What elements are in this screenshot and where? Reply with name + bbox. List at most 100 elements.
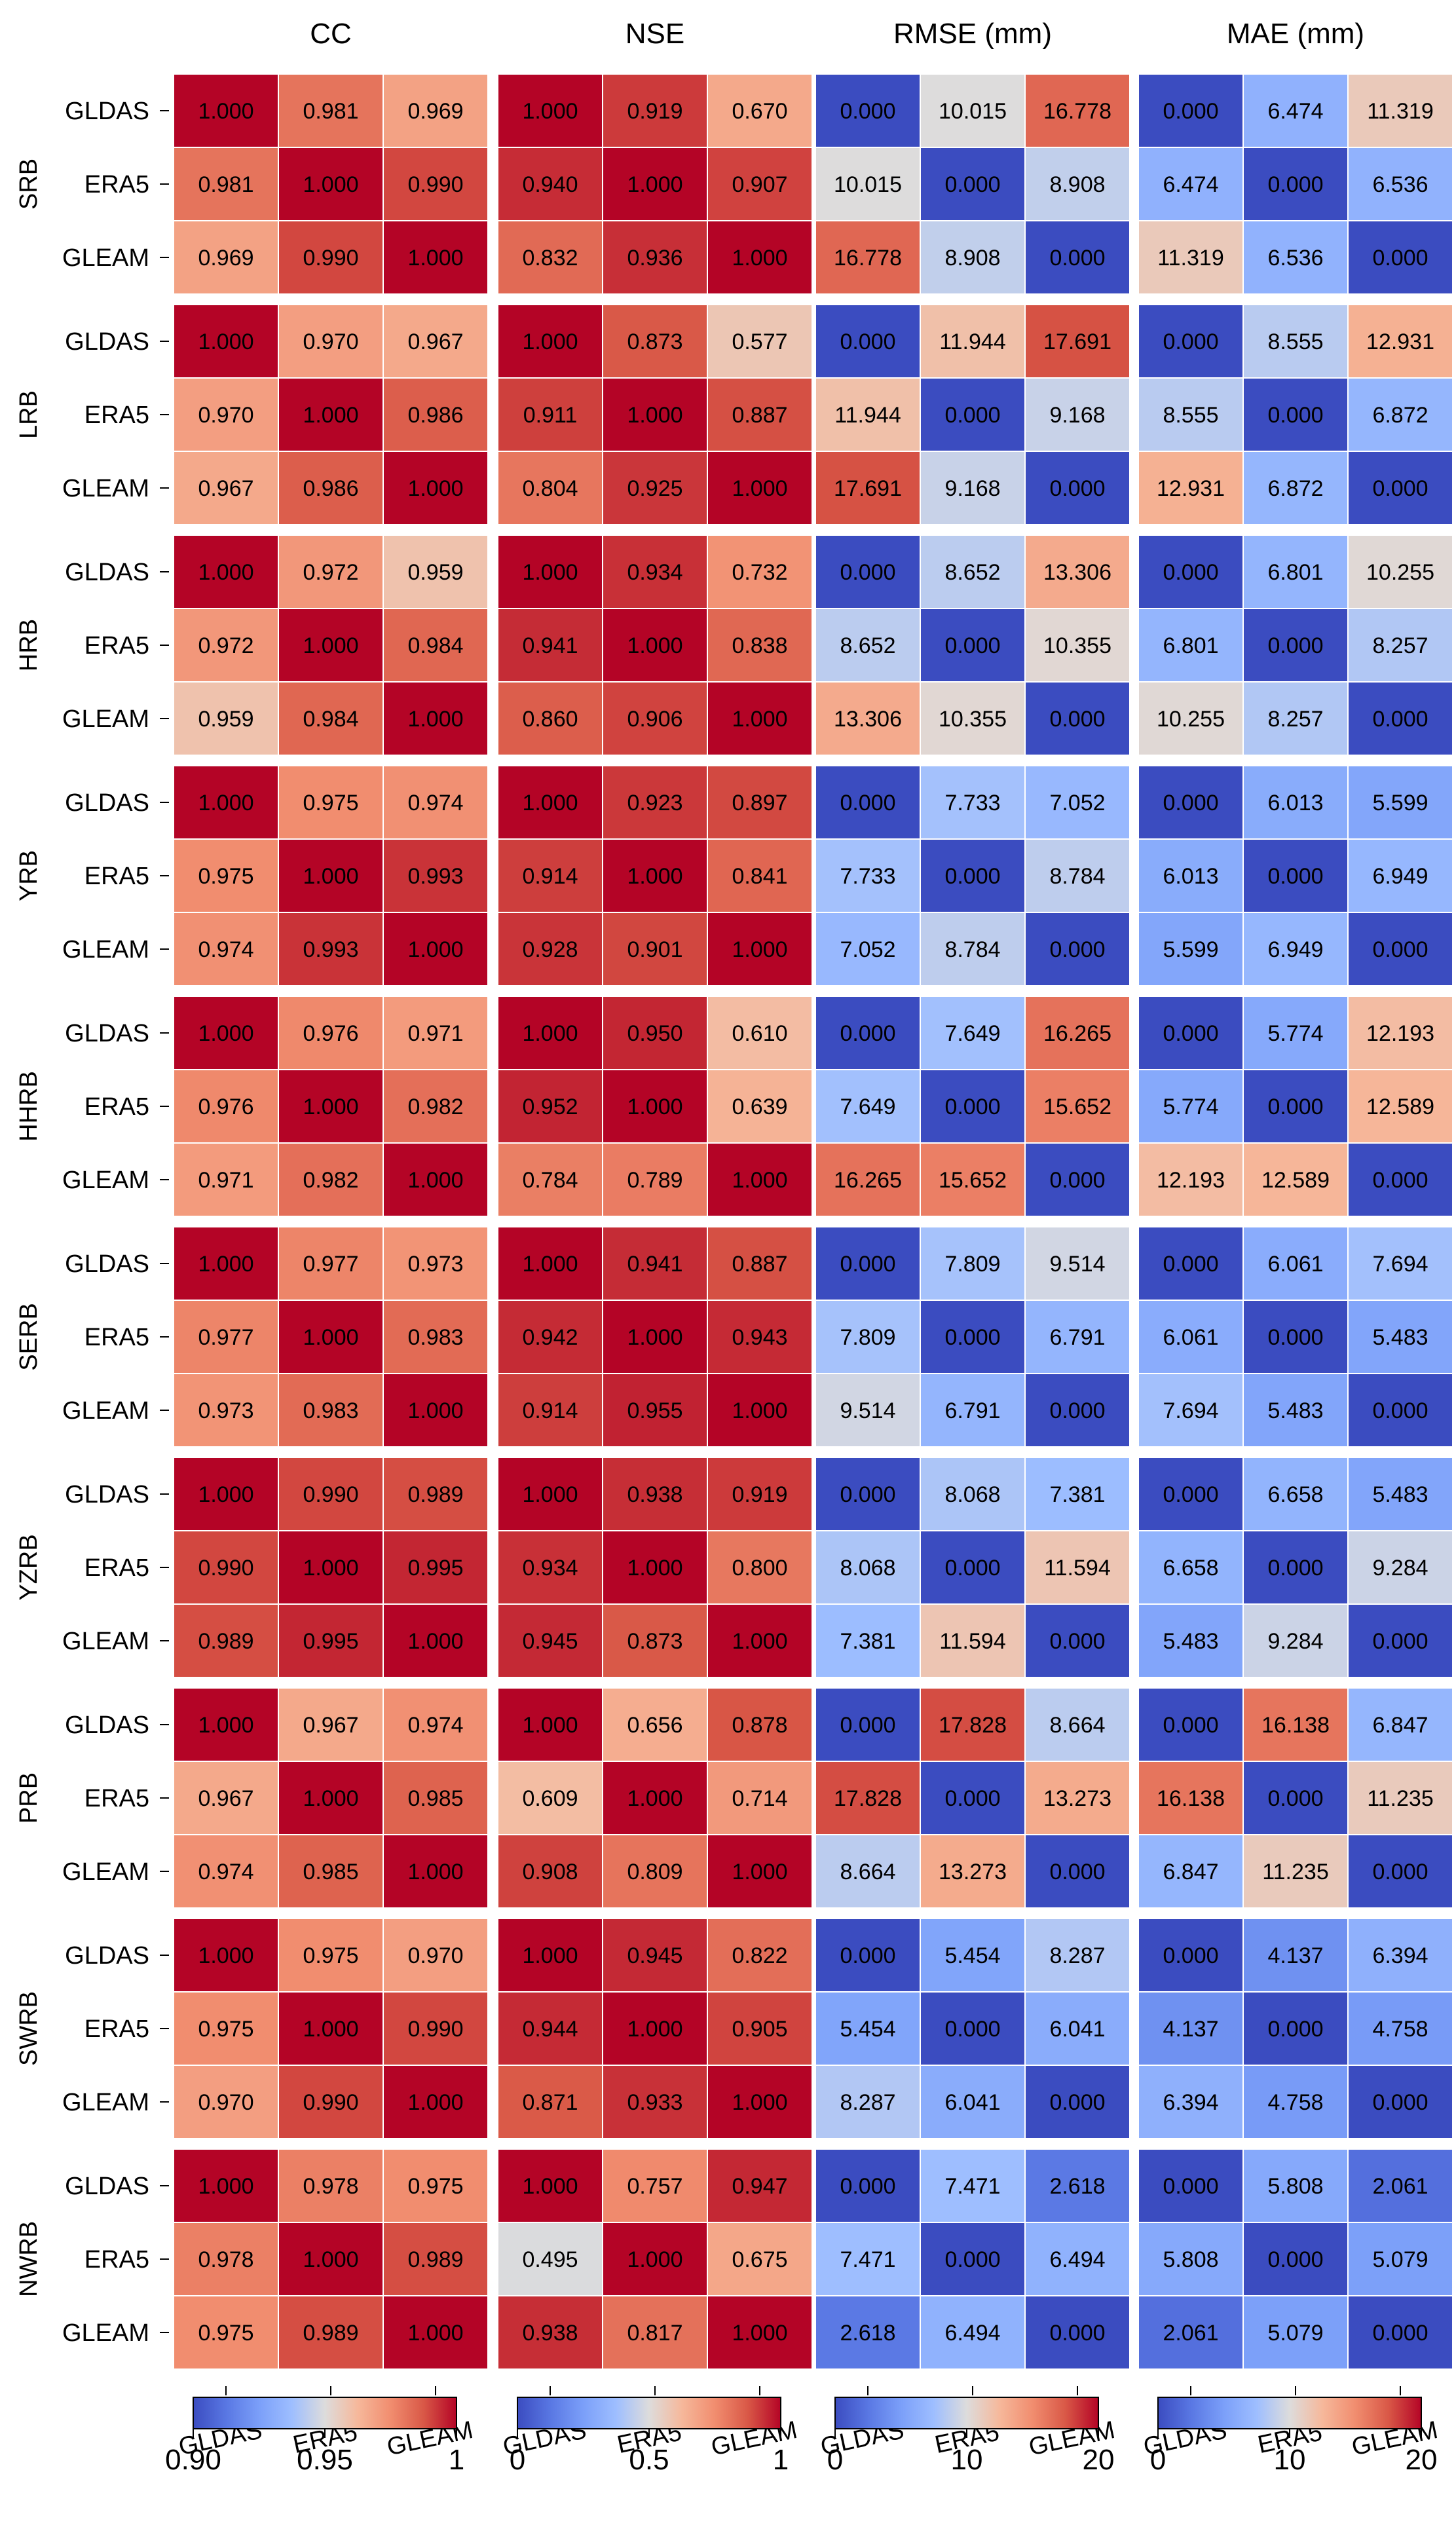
heatmap-cell — [815, 1603, 921, 1678]
cell-value-label: 11.944 — [939, 329, 1005, 354]
cell-value-label: 2.061 — [1163, 2321, 1218, 2346]
cell-value-label: 0.995 — [407, 1556, 463, 1581]
cell-value-label: 15.652 — [939, 1168, 1007, 1193]
cell-value-label: 4.758 — [1372, 2017, 1428, 2042]
cell-value-label: 0.804 — [522, 476, 578, 501]
row-label-hhrb-gldas: GLDAS — [65, 1020, 149, 1047]
heatmap-cell — [815, 451, 921, 525]
heatmap-cell — [173, 73, 279, 148]
cell-value-label: 0.832 — [522, 246, 578, 271]
cell-value-label: 2.618 — [1049, 2174, 1105, 2199]
heatmap-cell — [497, 451, 603, 525]
cell-value-label: 0.610 — [732, 1021, 787, 1046]
colorbar-tick-label: 20 — [1083, 2444, 1115, 2476]
cell-value-label: 12.589 — [1366, 1095, 1434, 1119]
heatmap-cell — [497, 1530, 603, 1605]
heatmap-cell — [602, 1687, 708, 1762]
cell-value-label: 0.947 — [732, 2174, 787, 2199]
heatmap-cell — [383, 1834, 489, 1909]
cell-value-label: 0.000 — [1163, 1021, 1218, 1046]
panel-title-rmse: RMSE (mm) — [893, 18, 1052, 50]
basin-label-hhrb: HHRB — [15, 1071, 43, 1142]
heatmap-cell — [1024, 2295, 1130, 2370]
heatmap-cell — [920, 681, 1026, 756]
colorbar-rmse — [834, 2397, 1099, 2429]
basin-label-lrb: LRB — [15, 390, 43, 439]
heatmap-cell — [173, 220, 279, 295]
heatmap-cell — [602, 2295, 708, 2370]
heatmap-cell — [815, 1226, 921, 1301]
cell-value-label: 1.000 — [627, 864, 682, 889]
cell-value-label: 10.355 — [939, 707, 1007, 732]
heatmap-cell — [383, 304, 489, 379]
heatmap-cell — [815, 2222, 921, 2296]
heatmap-cell — [1242, 1834, 1349, 1909]
row-label-yzrb-gldas: GLDAS — [65, 1481, 149, 1508]
cell-value-label: 7.733 — [944, 791, 1000, 815]
heatmap-cell — [602, 1530, 708, 1605]
cell-value-label: 0.993 — [303, 937, 358, 962]
basin-label-prb: PRB — [15, 1772, 43, 1824]
heatmap-cell — [1347, 1142, 1453, 1217]
cell-value-label: 0.901 — [627, 937, 682, 962]
cell-value-label: 0.975 — [198, 2017, 253, 2042]
heatmap-cell — [383, 377, 489, 452]
cell-value-label: 17.691 — [834, 476, 902, 501]
cell-value-label: 0.959 — [407, 560, 463, 585]
heatmap-cell — [1242, 838, 1349, 913]
heatmap-cell — [1347, 1687, 1453, 1762]
cell-value-label: 0.976 — [303, 1021, 358, 1046]
heatmap-cell — [815, 1457, 921, 1531]
row-label-yrb-gldas: GLDAS — [65, 789, 149, 817]
heatmap-cell — [815, 1991, 921, 2066]
cell-value-label: 0.933 — [627, 2090, 682, 2115]
cell-value-label: 0.971 — [198, 1168, 253, 1193]
heatmap-cell — [707, 2148, 813, 2223]
heatmap-cell — [707, 2065, 813, 2139]
cell-value-label: 0.970 — [303, 329, 358, 354]
heatmap-cell — [707, 1603, 813, 1678]
heatmap-cell — [383, 2065, 489, 2139]
row-label-hhrb-era5: ERA5 — [84, 1093, 149, 1121]
heatmap-cell — [383, 2295, 489, 2370]
heatmap-cell — [602, 377, 708, 452]
cell-value-label: 0.609 — [522, 1786, 578, 1811]
cell-value-label: 0.670 — [732, 99, 787, 124]
cell-value-label: 0.940 — [522, 172, 578, 197]
cell-value-label: 0.973 — [198, 1398, 253, 1423]
row-label-hhrb-gleam: GLEAM — [62, 1167, 149, 1194]
cell-value-label: 0.784 — [522, 1168, 578, 1193]
cell-value-label: 6.872 — [1372, 403, 1428, 428]
heatmap-cell — [173, 996, 279, 1070]
basin-label-swrb: SWRB — [15, 1991, 43, 2066]
heatmap-cell — [1138, 1300, 1244, 1374]
cell-value-label: 6.536 — [1267, 246, 1323, 271]
cell-value-label: 8.068 — [944, 1482, 1000, 1507]
cell-value-label: 6.949 — [1267, 937, 1323, 962]
heatmap-cell — [1242, 681, 1349, 756]
heatmap-cell — [1347, 73, 1453, 148]
heatmap-cell — [920, 2222, 1026, 2296]
heatmap-cell — [173, 1687, 279, 1762]
cell-value-label: 9.284 — [1267, 1629, 1323, 1654]
heatmap-cell — [383, 1991, 489, 2066]
heatmap-cell — [1138, 147, 1244, 221]
cell-value-label: 12.193 — [1157, 1168, 1225, 1193]
cell-value-label: 1.000 — [198, 2174, 253, 2199]
cell-value-label: 0.000 — [1267, 633, 1323, 658]
row-label-srb-era5: ERA5 — [84, 171, 149, 198]
heatmap-cell — [602, 2065, 708, 2139]
heatmap-cell — [1024, 534, 1130, 609]
heatmap-cell — [278, 996, 384, 1070]
cell-value-label: 0.873 — [627, 1629, 682, 1654]
cell-value-label: 5.483 — [1372, 1325, 1428, 1350]
cell-value-label: 16.138 — [1261, 1713, 1330, 1738]
cell-value-label: 8.257 — [1372, 633, 1428, 658]
cell-value-label: 0.000 — [944, 633, 1000, 658]
heatmap-cell — [602, 147, 708, 221]
basin-label-hrb: HRB — [15, 619, 43, 671]
cell-value-label: 8.784 — [1049, 864, 1105, 889]
cell-value-label: 0.000 — [1267, 1095, 1323, 1119]
cell-value-label: 0.941 — [522, 633, 578, 658]
